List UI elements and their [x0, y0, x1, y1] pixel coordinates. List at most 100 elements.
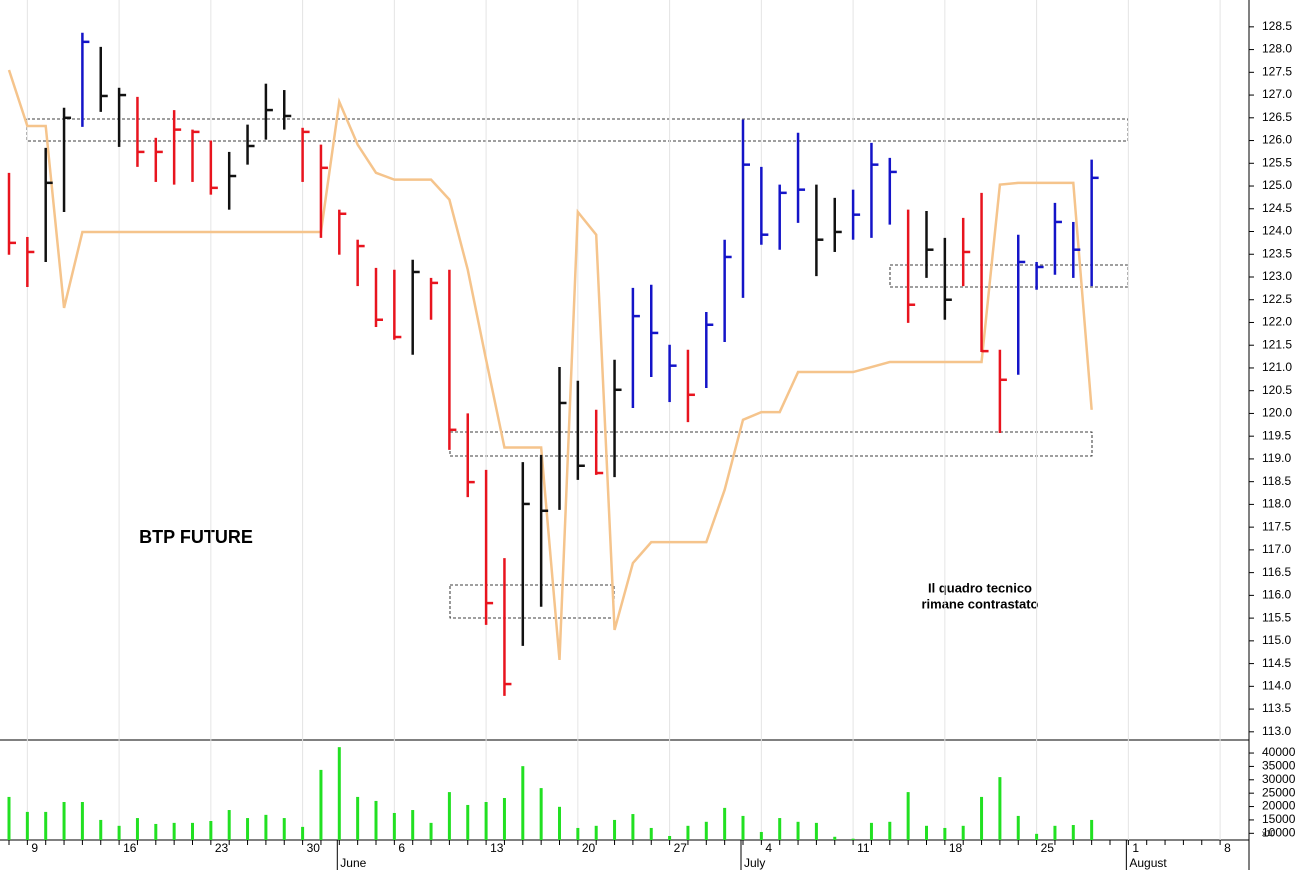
- volume-bar: [906, 792, 910, 840]
- y-tick-label: 128.0: [1262, 42, 1292, 56]
- month-label: July: [744, 856, 765, 870]
- y-tick-label: 113.5: [1262, 701, 1291, 715]
- volume-bar: [594, 825, 598, 840]
- y-tick-label: 126.0: [1262, 133, 1292, 147]
- volume-bar: [649, 827, 653, 840]
- annotation: rimane contrastato: [921, 596, 1038, 611]
- volume-bar: [209, 821, 213, 840]
- volume-bar: [576, 827, 580, 840]
- volume-bar: [80, 802, 84, 840]
- volume-bar: [319, 769, 323, 840]
- y-tick-label: 115.5: [1262, 610, 1291, 624]
- volume-bar: [447, 792, 451, 840]
- zone-box: [449, 584, 615, 619]
- y-tick-label: 122.5: [1262, 292, 1292, 306]
- volume-bar: [741, 815, 745, 840]
- y-tick-label: 123.0: [1262, 269, 1292, 283]
- volume-bar: [723, 807, 727, 840]
- volume-bar: [282, 818, 286, 840]
- x-tick-label: 4: [765, 841, 772, 855]
- volume-bar: [888, 821, 892, 840]
- volume-bar: [558, 806, 561, 840]
- chart-title: BTP FUTURE: [139, 527, 253, 547]
- y-tick-label: 121.0: [1262, 360, 1292, 374]
- x-tick-label: 11: [857, 841, 870, 855]
- volume-bar: [264, 814, 268, 840]
- x-tick-label: 18: [949, 841, 963, 855]
- volume-bar: [337, 747, 341, 840]
- y-tick-label: 123.5: [1262, 246, 1292, 260]
- volume-bar: [943, 827, 947, 840]
- y-tick-label: 114.5: [1262, 656, 1291, 670]
- y-tick-label: 115.0: [1262, 633, 1291, 647]
- y-tick-label: 126.5: [1262, 110, 1292, 124]
- volume-bar: [117, 825, 121, 840]
- x-tick-label: 13: [490, 841, 504, 855]
- volume-bar: [62, 802, 66, 840]
- y-tick-label: 122.0: [1262, 315, 1292, 329]
- x-tick-label: 8: [1224, 841, 1231, 855]
- x-tick-label: 23: [215, 841, 229, 855]
- y-tick-label: 113.0: [1262, 724, 1291, 738]
- y2-tick-label: 10000: [1262, 825, 1296, 839]
- volume-bar: [613, 819, 617, 840]
- y-tick-label: 119.0: [1262, 451, 1291, 465]
- x-tick-label: 16: [123, 841, 137, 855]
- volume-bar: [484, 802, 488, 840]
- volume-bar: [25, 811, 29, 840]
- volume-bar: [7, 796, 11, 840]
- y2-tick-label: 15000: [1262, 812, 1296, 826]
- volume-bar: [374, 800, 378, 840]
- volume-bar: [502, 797, 506, 840]
- volume-bar: [411, 810, 415, 840]
- y2-tick-label: 30000: [1262, 772, 1296, 786]
- y2-tick-label: 25000: [1262, 785, 1296, 799]
- y-tick-label: 121.5: [1262, 337, 1292, 351]
- y-tick-label: 128.5: [1262, 19, 1292, 33]
- volume-bar: [301, 826, 305, 840]
- month-label: August: [1129, 856, 1167, 870]
- x-tick-label: 30: [307, 841, 321, 855]
- volume-bar: [466, 804, 470, 840]
- y2-tick-label: 35000: [1262, 759, 1296, 773]
- volume-bar: [154, 823, 158, 840]
- y-tick-label: 116.5: [1262, 565, 1291, 579]
- x-tick-label: 6: [398, 841, 405, 855]
- y-tick-label: 125.0: [1262, 178, 1292, 192]
- volume-bar: [851, 838, 855, 840]
- volume-bar: [99, 819, 103, 840]
- volume-bar: [833, 836, 837, 840]
- volume-bar: [227, 810, 231, 840]
- volume-bar: [668, 835, 672, 840]
- x-tick-label: 9: [31, 841, 38, 855]
- volume-bar: [814, 822, 818, 840]
- volume-bar: [704, 821, 708, 840]
- y-tick-label: 120.0: [1262, 406, 1292, 420]
- volume-bar: [998, 777, 1002, 840]
- volume-bar: [796, 821, 800, 840]
- x-tick-label: 27: [674, 841, 688, 855]
- volume-bar: [961, 825, 965, 840]
- y2-tick-label: 40000: [1262, 745, 1296, 759]
- y-tick-label: 124.0: [1262, 224, 1292, 238]
- y-tick-label: 124.5: [1262, 201, 1292, 215]
- volume-bar: [869, 822, 873, 840]
- x-tick-label: 1: [1132, 841, 1139, 855]
- volume-bar: [392, 812, 396, 840]
- volume-bar: [1016, 815, 1020, 840]
- volume-bar: [172, 822, 176, 840]
- volume-bar: [1090, 819, 1094, 840]
- volume-bar: [631, 814, 635, 840]
- y-tick-label: 118.5: [1262, 474, 1291, 488]
- volume-note: x10: [1262, 829, 1275, 838]
- month-label: June: [340, 856, 366, 870]
- volume-bar: [1053, 825, 1057, 840]
- volume-bar: [759, 831, 763, 840]
- y-tick-label: 120.5: [1262, 383, 1292, 397]
- volume-bar: [539, 788, 543, 840]
- volume-bar: [191, 822, 194, 840]
- volume-bar: [429, 822, 433, 840]
- volume-bar: [135, 818, 139, 840]
- y-tick-label: 119.5: [1262, 428, 1291, 442]
